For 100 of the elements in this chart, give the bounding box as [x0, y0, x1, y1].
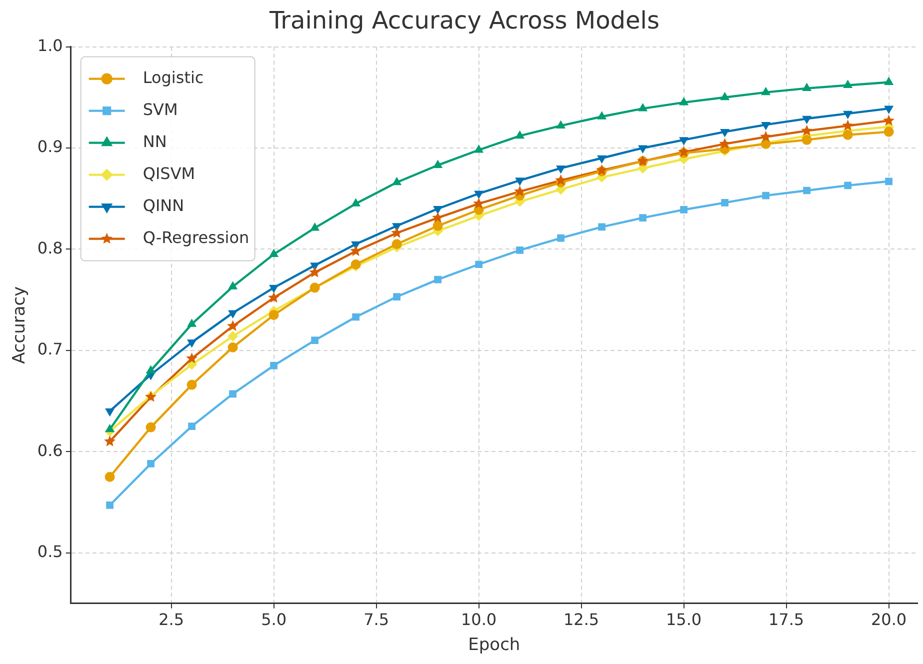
- point: [228, 331, 238, 342]
- point: [557, 234, 564, 242]
- point: [474, 190, 484, 199]
- point: [228, 342, 238, 352]
- y-tick-label: 0.9: [37, 137, 63, 156]
- point: [556, 165, 566, 174]
- point: [350, 245, 362, 256]
- point: [842, 120, 854, 131]
- point: [475, 260, 482, 268]
- point: [268, 310, 279, 320]
- point: [720, 92, 730, 100]
- point: [555, 174, 567, 186]
- point: [432, 220, 443, 231]
- point: [351, 198, 360, 206]
- point: [228, 310, 238, 318]
- point: [104, 472, 115, 482]
- x-tick-label: 7.5: [364, 610, 390, 630]
- x-tick-label: 12.5: [563, 610, 600, 630]
- point: [434, 276, 442, 284]
- point: [391, 227, 403, 238]
- point: [760, 130, 772, 142]
- point: [802, 83, 812, 92]
- point: [515, 130, 524, 139]
- point: [762, 192, 770, 200]
- point: [801, 124, 813, 136]
- point: [720, 129, 730, 137]
- x-tick-label: 2.5: [158, 610, 184, 630]
- point: [638, 104, 648, 112]
- point: [392, 177, 402, 186]
- point: [105, 408, 114, 416]
- point: [680, 206, 688, 214]
- point: [638, 145, 648, 153]
- point: [228, 282, 238, 290]
- point: [884, 77, 894, 85]
- x-tick-label: 10.0: [460, 610, 497, 630]
- point: [802, 134, 812, 145]
- point: [350, 259, 361, 270]
- legend-label: NN: [142, 132, 167, 151]
- point: [392, 239, 402, 250]
- x-tick-label: 5.0: [261, 610, 287, 630]
- legend-label: SVM: [142, 100, 178, 119]
- legend-label: QISVM: [142, 164, 196, 183]
- point: [803, 186, 810, 194]
- point: [310, 222, 320, 231]
- point: [843, 110, 852, 119]
- legend-label: QINN: [142, 196, 184, 215]
- y-axis-title: Accuracy: [10, 286, 30, 364]
- point: [679, 137, 688, 145]
- point: [598, 223, 606, 231]
- point: [311, 336, 318, 344]
- point: [106, 502, 114, 509]
- point: [721, 198, 728, 206]
- point: [761, 87, 770, 96]
- chart-title: Training Accuracy Across Models: [268, 6, 660, 35]
- point: [146, 422, 156, 432]
- x-tick-label: 17.5: [768, 610, 804, 630]
- point: [515, 178, 524, 186]
- point: [884, 126, 894, 137]
- point: [844, 182, 852, 190]
- point: [146, 366, 156, 374]
- point: [679, 97, 688, 106]
- point: [802, 116, 812, 124]
- point: [309, 266, 321, 278]
- point: [433, 206, 442, 214]
- legend-label: Logistic: [142, 68, 204, 87]
- point: [885, 178, 892, 186]
- point: [227, 320, 239, 331]
- y-tick-label: 0.5: [37, 542, 63, 561]
- point: [474, 145, 484, 153]
- point: [842, 130, 853, 140]
- point: [186, 380, 197, 390]
- point: [597, 112, 606, 120]
- point: [719, 138, 731, 149]
- point: [268, 292, 280, 303]
- point: [188, 422, 196, 430]
- point: [761, 122, 770, 130]
- y-tick-label: 1.0: [37, 36, 63, 55]
- point: [229, 390, 236, 398]
- point: [639, 214, 646, 222]
- point: [269, 249, 278, 258]
- y-tick-label: 0.8: [37, 238, 63, 258]
- point: [187, 340, 196, 348]
- x-tick-label: 20.0: [870, 610, 907, 630]
- legend-label: Q-Regression: [142, 228, 250, 247]
- x-tick-label: 15.0: [666, 610, 702, 630]
- point: [310, 262, 320, 270]
- point: [392, 223, 402, 231]
- point: [883, 114, 895, 126]
- point: [270, 362, 278, 370]
- y-tick-label: 0.7: [37, 340, 63, 359]
- point: [884, 106, 894, 114]
- point: [105, 424, 114, 432]
- point: [843, 80, 852, 88]
- point: [269, 284, 278, 293]
- point: [516, 246, 524, 254]
- point: [147, 460, 154, 468]
- point: [433, 160, 442, 168]
- point: [393, 293, 400, 300]
- point: [187, 319, 196, 327]
- x-axis-title: Epoch: [468, 635, 520, 656]
